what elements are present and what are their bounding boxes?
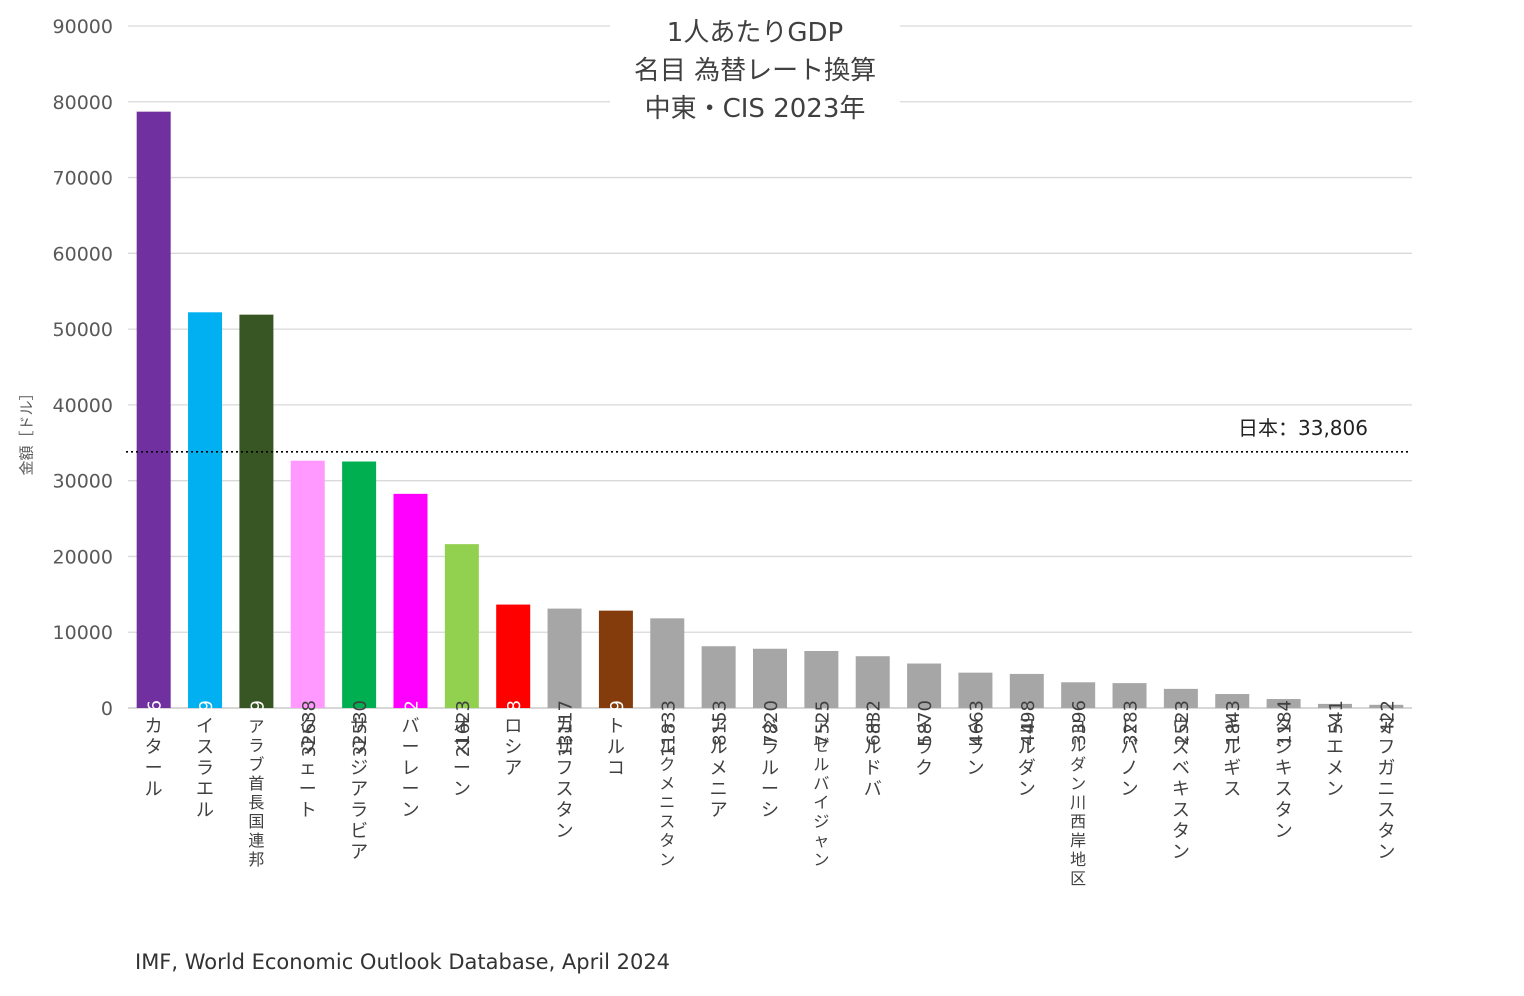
bar: [136, 111, 171, 709]
bar-value-label: 12849: [607, 700, 628, 757]
x-category-label: ロシア: [504, 716, 522, 779]
bar: [1009, 673, 1044, 708]
bar: [958, 672, 993, 708]
bar: [650, 618, 685, 708]
x-category-label: タジキスタン: [1275, 716, 1293, 842]
y-axis-ticks: 0 10000 20000 30000 40000 50000 60000 70000 8000…: [53, 16, 113, 720]
x-category-label: アゼルバイジャン: [813, 717, 829, 869]
bar: [701, 646, 736, 708]
x-category-label: レバノン: [1121, 716, 1139, 800]
y-tick-label: 70000: [53, 168, 113, 190]
bar-value-label: 2523: [1172, 700, 1193, 746]
bar-value-label: 51909: [247, 700, 268, 757]
bar-value-label: 3283: [1121, 700, 1142, 746]
x-category-label: オマーン: [453, 716, 471, 800]
bar-value-label: 1843: [1223, 700, 1244, 746]
chart-title: 1人あたりGDP 名目 為替レート換算 中東・CIS 2023年: [610, 14, 900, 128]
bar: [1061, 682, 1096, 708]
source-note: IMF, World Economic Outlook Database, Ap…: [135, 950, 671, 974]
bar-value-label: 52219: [196, 700, 217, 757]
x-category-label: カザフスタン: [556, 716, 574, 842]
bar-value-label: 13648: [504, 700, 525, 757]
bar: [239, 314, 274, 708]
bar: [188, 312, 223, 708]
bar: [598, 610, 633, 708]
bar-value-label: 11833: [658, 700, 679, 757]
bar: [290, 460, 325, 708]
bar: [1112, 683, 1147, 708]
bar: [753, 648, 787, 708]
x-category-label: モルドバ: [864, 716, 882, 800]
bar-value-label: 13117: [556, 700, 577, 757]
y-tick-label: 20000: [53, 546, 113, 568]
x-category-label: イラン: [966, 716, 984, 779]
y-tick-label: 30000: [53, 471, 113, 493]
bar-value-labels: 78696 52219 51909 32638 32530 28262 21623 13648…: [145, 700, 1399, 757]
bar-value-label: 32530: [350, 700, 371, 757]
x-category-label: トルコ: [607, 716, 625, 779]
bar: [1163, 688, 1198, 708]
bar-value-label: 422: [1377, 700, 1398, 734]
bar-value-label: 7820: [761, 700, 782, 746]
y-tick-label: 60000: [53, 243, 113, 265]
x-category-label: アラブ首長国連邦: [248, 717, 264, 869]
y-tick-label: 10000: [53, 622, 113, 644]
bars: [136, 111, 1404, 709]
x-category-label: ヨルダン川西岸地区: [1070, 717, 1086, 888]
bar-value-label: 1184: [1275, 700, 1296, 746]
bar-value-label: 8153: [710, 700, 731, 746]
x-axis-labels: カタール イスラエル アラブ首長国連邦 クウェート サウジアラビア バーレーン オマーン ロシ…: [145, 716, 1396, 888]
bar: [1215, 694, 1250, 708]
y-axis-label: 金額［ドル］: [17, 385, 36, 476]
y-tick-label: 80000: [53, 92, 113, 114]
bar: [1266, 699, 1301, 708]
bar-value-label: 4663: [966, 700, 987, 746]
x-category-label: イラク: [915, 716, 933, 779]
y-tick-label: 0: [101, 698, 113, 720]
bar: [1369, 704, 1404, 708]
x-category-label: ベラルーシ: [761, 716, 779, 821]
chart-title-line-3: 中東・CIS 2023年: [644, 94, 866, 124]
chart-title-line-2: 名目 為替レート換算: [633, 56, 877, 86]
x-category-label: ウズベキスタン: [1172, 716, 1190, 863]
japan-reference-label: 日本：33,806: [1226, 412, 1380, 441]
bar-value-label: 4498: [1018, 700, 1039, 746]
y-tick-label: 50000: [53, 319, 113, 341]
bar: [444, 544, 479, 708]
bar: [547, 608, 582, 708]
bar: [907, 663, 942, 708]
bar: [393, 493, 428, 708]
bar-value-label: 541: [1326, 700, 1347, 734]
x-category-label: イスラエル: [196, 716, 214, 821]
bar: [1317, 703, 1352, 708]
bar-value-label: 32638: [299, 700, 320, 757]
x-category-label: アフガニスタン: [1377, 716, 1395, 863]
bar-value-label: 21623: [453, 700, 474, 757]
x-category-label: アルメニア: [710, 716, 728, 821]
bar-value-label: 28262: [401, 700, 422, 757]
chart-title-line-1: 1人あたりGDP: [666, 18, 844, 48]
x-category-label: サウジアラビア: [350, 716, 368, 863]
bar-value-label: 6832: [864, 700, 885, 746]
bar-value-label: 7525: [812, 700, 833, 746]
y-tick-label: 90000: [53, 16, 113, 38]
x-category-label: ヨルダン: [1018, 716, 1036, 800]
bar: [855, 656, 890, 708]
bar-value-label: 3396: [1069, 700, 1090, 746]
bar: [496, 604, 531, 708]
x-category-label: トルクメニスタン: [659, 717, 675, 869]
y-tick-label: 40000: [53, 395, 113, 417]
bar-value-label: 5870: [915, 700, 936, 746]
bar: [342, 461, 377, 708]
bar-value-label: 78696: [145, 700, 166, 757]
bar: [804, 650, 839, 708]
x-category-label: バーレーン: [401, 716, 419, 821]
x-category-label: イエメン: [1326, 716, 1344, 800]
x-category-label: カタール: [145, 716, 163, 800]
x-category-label: クウェート: [299, 716, 317, 821]
x-category-label: キルギス: [1223, 716, 1241, 800]
